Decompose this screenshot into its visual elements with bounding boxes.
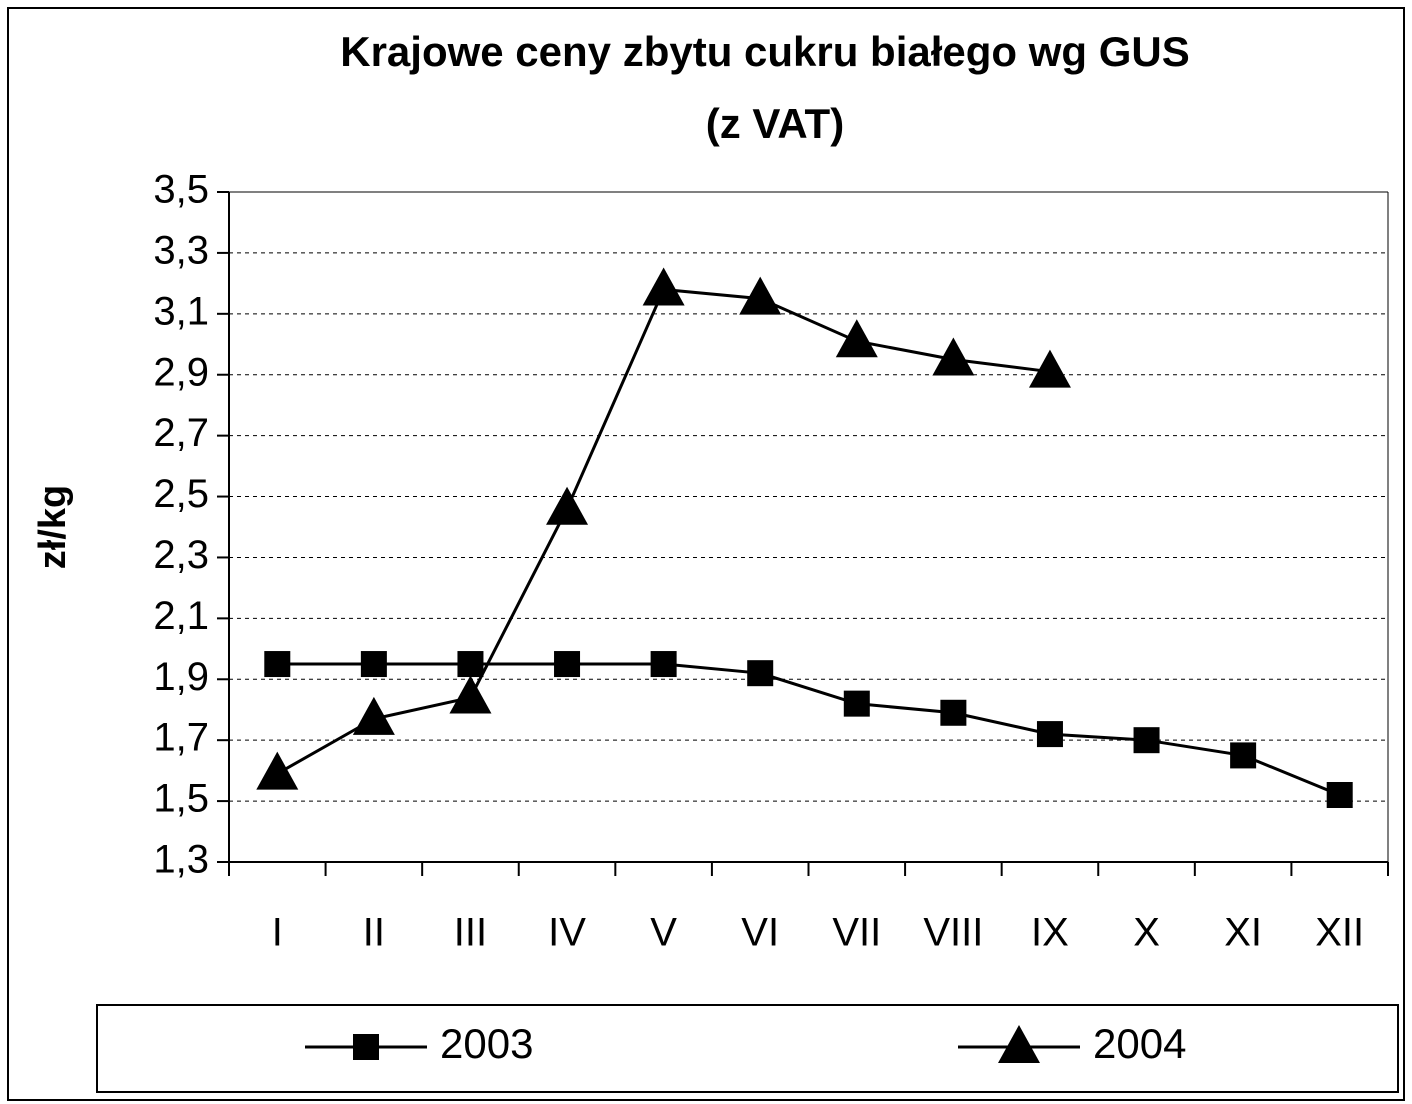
marker-square (843, 690, 870, 717)
x-tick-label: VII (832, 911, 881, 955)
marker-triangle (739, 276, 782, 315)
marker-square (353, 1034, 379, 1060)
marker-square (554, 651, 581, 678)
chart-title: (z VAT) (706, 100, 844, 147)
x-tick-label: III (454, 911, 487, 955)
y-tick-label: 3,3 (153, 228, 209, 272)
marker-triangle (256, 751, 299, 790)
marker-triangle (352, 696, 395, 735)
marker-triangle (835, 319, 878, 358)
marker-square (1230, 742, 1257, 769)
marker-triangle (998, 1025, 1040, 1063)
chart-title: Krajowe ceny zbytu cukru białego wg GUS (340, 28, 1190, 75)
marker-triangle (546, 486, 589, 525)
y-tick-label: 3,5 (153, 168, 209, 212)
marker-triangle (1028, 349, 1071, 388)
marker-square (264, 651, 291, 678)
y-tick-label: 1,3 (153, 838, 209, 882)
y-tick-label: 2,3 (153, 533, 209, 577)
y-tick-label: 1,9 (153, 655, 209, 699)
marker-square (1326, 782, 1353, 808)
marker-triangle (449, 675, 492, 714)
y-tick-label: 2,5 (153, 472, 209, 516)
marker-triangle (642, 267, 685, 306)
marker-triangle (932, 337, 975, 376)
legend-label: 2004 (1093, 1020, 1186, 1067)
x-tick-label: XII (1315, 911, 1364, 955)
marker-square (747, 660, 774, 687)
x-tick-label: V (650, 911, 677, 955)
x-tick-label: X (1133, 911, 1160, 955)
x-tick-label: VIII (923, 911, 983, 955)
y-tick-label: 2,7 (153, 411, 209, 455)
marker-square (360, 651, 387, 678)
x-tick-label: XI (1224, 911, 1262, 955)
y-tick-label: 1,7 (153, 716, 209, 760)
series-line (277, 662, 1341, 797)
y-axis-label: zł/kg (32, 485, 74, 569)
marker-square (457, 651, 484, 678)
x-tick-label: IX (1031, 911, 1069, 955)
x-tick-label: VI (741, 911, 779, 955)
marker-square (940, 699, 967, 726)
y-tick-label: 1,5 (153, 777, 209, 821)
y-tick-label: 2,9 (153, 350, 209, 394)
x-tick-label: IV (548, 911, 586, 955)
y-tick-label: 3,1 (153, 289, 209, 333)
marker-square (1036, 721, 1063, 748)
x-tick-label: II (363, 911, 385, 955)
marker-square (650, 651, 677, 678)
legend-box (96, 1004, 1399, 1093)
marker-square (1133, 727, 1160, 754)
y-tick-label: 2,1 (153, 594, 209, 638)
legend-label: 2003 (440, 1020, 533, 1067)
x-tick-label: I (272, 911, 283, 955)
chart-border (7, 7, 1405, 1101)
